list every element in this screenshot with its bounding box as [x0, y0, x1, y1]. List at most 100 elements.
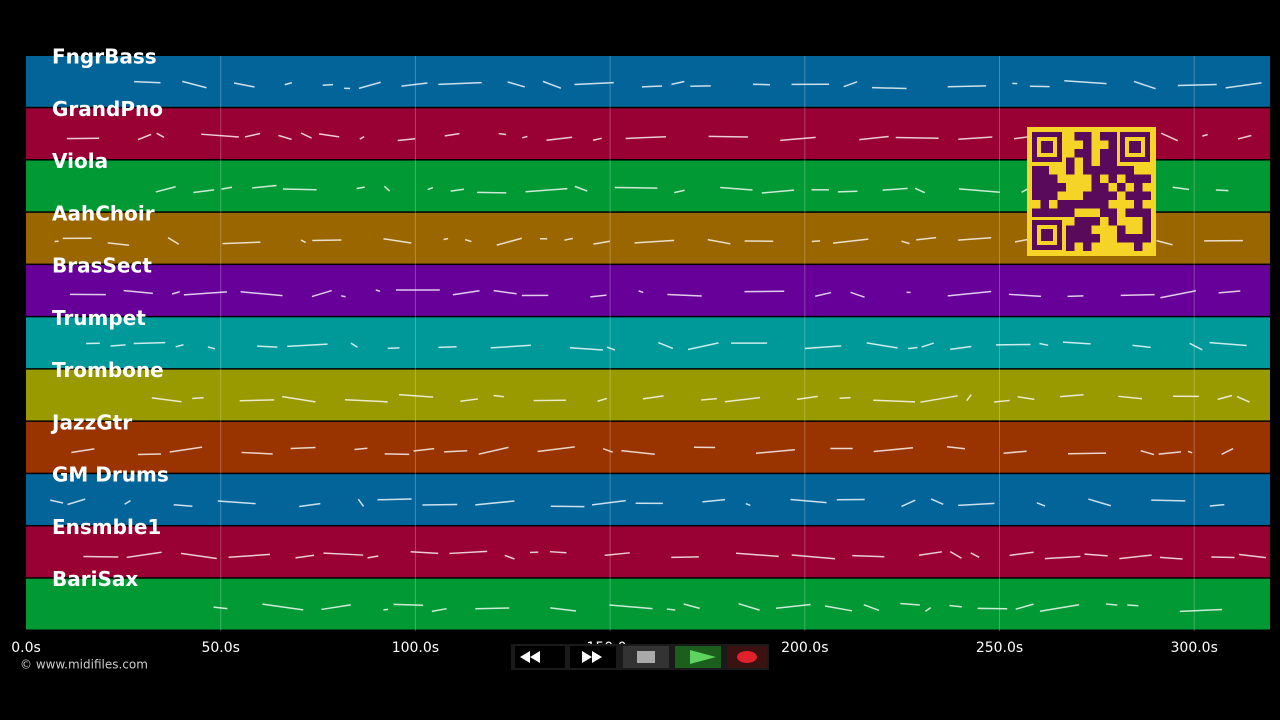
- qr-module: [1066, 166, 1075, 175]
- note-dash: [947, 290, 992, 297]
- note-dash: [724, 396, 761, 403]
- forward-button[interactable]: [570, 646, 616, 668]
- note-dash: [1236, 395, 1250, 403]
- qr-module: [1083, 225, 1092, 234]
- note-dash: [278, 134, 292, 141]
- stop-button[interactable]: [623, 646, 669, 668]
- note-dash: [852, 554, 885, 558]
- qr-module: [1040, 166, 1049, 175]
- note-dash: [496, 237, 523, 246]
- note-dash: [564, 237, 574, 241]
- note-dash: [312, 239, 342, 242]
- note-dash: [287, 343, 328, 348]
- note-dash: [796, 395, 818, 401]
- qr-module: [1074, 200, 1083, 209]
- note-dash: [240, 291, 283, 297]
- note-dash: [859, 135, 889, 141]
- note-dash: [882, 187, 908, 191]
- qr-module: [1108, 140, 1117, 149]
- note-dash: [866, 342, 898, 349]
- note-dash: [525, 187, 568, 193]
- qr-module: [1125, 208, 1134, 217]
- note-dash: [1039, 603, 1080, 612]
- note-dash: [958, 188, 1001, 193]
- qr-module: [1074, 234, 1083, 243]
- note-dash: [504, 554, 515, 560]
- note-dash: [1218, 290, 1241, 294]
- note-dash: [1215, 189, 1229, 192]
- note-dash: [958, 136, 993, 141]
- track-label: Trumpet: [52, 306, 146, 330]
- note-dash: [720, 186, 753, 191]
- qr-module: [1032, 174, 1041, 183]
- note-dash: [1088, 498, 1112, 507]
- note-dash: [1140, 450, 1155, 456]
- note-dash: [126, 551, 162, 559]
- qr-module: [1117, 225, 1126, 234]
- qr-module: [1066, 234, 1075, 243]
- record-button[interactable]: [727, 646, 767, 668]
- note-dash: [1060, 394, 1084, 398]
- note-dash: [549, 550, 567, 554]
- note-dash: [1118, 395, 1143, 400]
- note-dash: [387, 347, 400, 350]
- note-dash: [930, 498, 944, 506]
- note-dash: [1127, 604, 1139, 607]
- note-dash: [262, 603, 304, 611]
- note-dash: [791, 554, 836, 560]
- note-dash: [201, 133, 239, 138]
- rewind-button[interactable]: [515, 646, 565, 668]
- note-dash: [443, 237, 449, 241]
- note-dash: [1039, 342, 1049, 347]
- track-lane: [26, 421, 1270, 473]
- note-dash: [1179, 608, 1223, 613]
- note-dash: [918, 551, 942, 557]
- note-dash: [707, 238, 731, 245]
- note-dash: [597, 397, 608, 402]
- note-dash: [182, 80, 207, 89]
- track-label: Trombone: [52, 358, 164, 382]
- qr-module: [1134, 208, 1143, 217]
- note-dash: [708, 135, 749, 138]
- note-dash: [1211, 556, 1235, 559]
- note-dash: [171, 291, 180, 295]
- note-dash: [295, 554, 315, 559]
- qr-module: [1040, 208, 1049, 217]
- qr-module: [1134, 200, 1143, 209]
- qr-module: [1040, 200, 1049, 209]
- controls: [511, 644, 769, 670]
- qr-module: [1091, 200, 1100, 209]
- note-dash: [591, 499, 626, 506]
- qr-module: [1125, 166, 1134, 175]
- qr-module: [1100, 208, 1109, 217]
- track-label: BariSax: [52, 567, 138, 591]
- note-dash: [449, 550, 488, 555]
- note-dash: [958, 237, 992, 241]
- note-dash: [901, 240, 910, 245]
- note-dash: [460, 398, 479, 403]
- note-dash: [239, 399, 275, 402]
- qr-module: [1100, 132, 1109, 141]
- note-dash: [1044, 555, 1081, 560]
- note-dash: [1151, 499, 1186, 502]
- note-dash: [217, 500, 256, 505]
- note-dash: [222, 241, 261, 245]
- note-dash: [606, 346, 616, 351]
- note-dash: [344, 399, 388, 403]
- note-dash: [233, 82, 255, 88]
- note-dash: [321, 604, 351, 611]
- qr-module: [1100, 183, 1109, 192]
- note-dash: [1015, 603, 1034, 610]
- note-dash: [1177, 83, 1217, 87]
- note-dash: [124, 499, 131, 505]
- play-button[interactable]: [675, 646, 721, 668]
- qr-module: [1083, 234, 1092, 243]
- note-dash: [666, 608, 676, 611]
- note-dash: [775, 603, 811, 609]
- qr-module: [1134, 234, 1143, 243]
- note-dash: [393, 603, 424, 606]
- qr-module: [1100, 166, 1109, 175]
- note-dash: [67, 498, 86, 506]
- tick-label: 250.0s: [976, 640, 1023, 656]
- note-dash: [133, 341, 166, 345]
